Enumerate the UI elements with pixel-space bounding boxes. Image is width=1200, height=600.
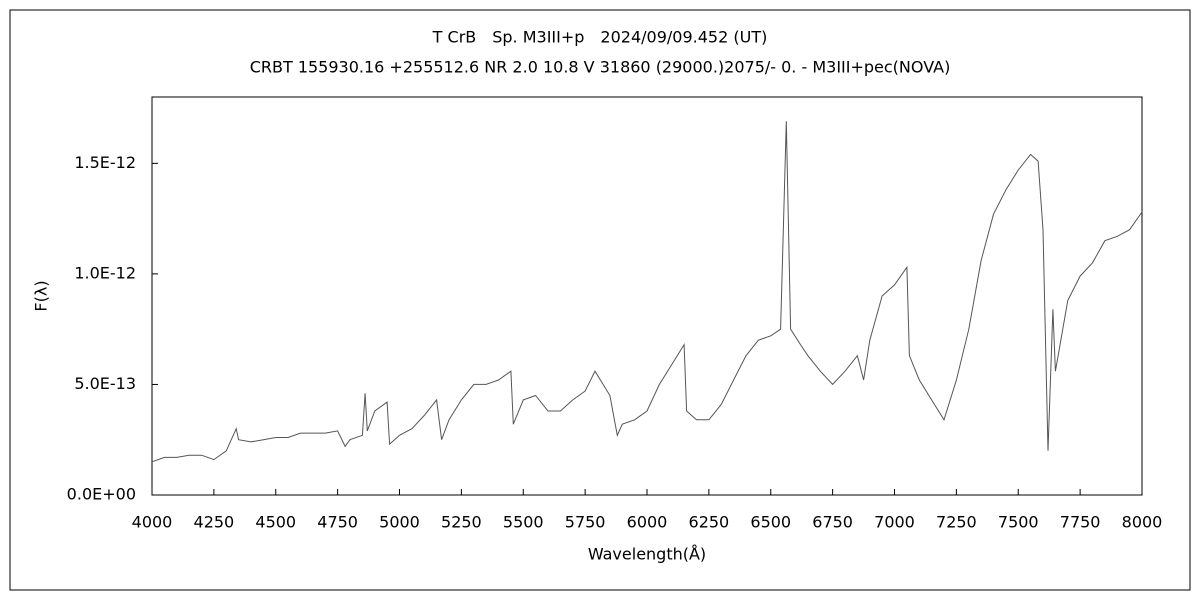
x-tick-label: 6500 [750,513,791,532]
spectrum-line [151,121,1143,463]
y-tick-label: 1.0E-12 [74,263,136,282]
x-axis-label: Wavelength(Å) [588,545,706,564]
y-tick-label: 1.5E-12 [74,153,136,172]
x-tick-label: 5500 [503,513,544,532]
y-tick-label: 5.0E-13 [74,374,136,393]
chart-title: T CrB Sp. M3III+p 2024/09/09.452 (UT) [432,28,768,47]
x-tick-label: 8000 [1122,513,1163,532]
x-tick-label: 6000 [627,513,668,532]
x-tick-label: 5000 [379,513,420,532]
chart-border [9,9,1191,591]
x-tick-label: 4500 [255,513,296,532]
chart-subtitle: CRBT 155930.16 +255512.6 NR 2.0 10.8 V 3… [250,58,951,77]
x-tick-label: 7250 [936,513,977,532]
x-tick-label: 7500 [998,513,1039,532]
x-tick-label: 6750 [812,513,853,532]
x-tick-label: 4000 [132,513,173,532]
x-tick-label: 4750 [317,513,358,532]
y-axis-label: F(λ) [32,280,51,311]
x-tick-label: 6250 [689,513,730,532]
x-tick-label: 5250 [441,513,482,532]
x-tick-label: 7750 [1060,513,1101,532]
x-tick-label: 4250 [194,513,235,532]
x-tick-label: 5750 [565,513,606,532]
x-tick-label: 7000 [874,513,915,532]
y-tick-label: 0.0E+00 [67,485,136,504]
